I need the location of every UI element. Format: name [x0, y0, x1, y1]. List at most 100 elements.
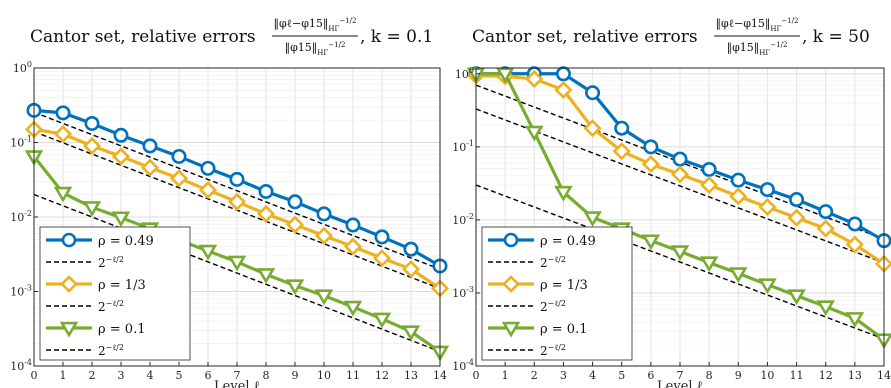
data-point	[729, 267, 748, 283]
data-point	[314, 289, 334, 306]
data-point	[374, 229, 390, 245]
x-tick-label: 0	[473, 369, 480, 382]
data-point	[401, 260, 421, 279]
x-tick-label: 12	[819, 369, 833, 382]
legend-label: ρ = 0.1	[98, 322, 145, 337]
chart-title: Cantor set, relative errors ‖φℓ−φ15‖HΓ−1/…	[472, 17, 870, 57]
legend-reference-label: 2−ℓ/2	[98, 343, 124, 358]
data-point	[229, 171, 245, 187]
title-numerator: ‖φℓ−φ15‖HΓ−1/2	[716, 17, 799, 33]
x-tick-label: 10	[317, 369, 331, 382]
data-point	[787, 289, 806, 306]
data-point	[641, 155, 660, 174]
y-axis: 10-4 10-3 10-2 10-1 100	[452, 66, 480, 373]
reference-line-1	[33, 111, 441, 270]
data-point	[256, 268, 276, 284]
title-denominator: ‖φ15‖HΓ−1/2	[285, 41, 346, 57]
data-point	[111, 147, 131, 166]
x-tick-label: 13	[848, 369, 862, 382]
legend-marker	[501, 321, 521, 338]
series-1	[26, 102, 448, 274]
y-tick-label: 10-4	[452, 358, 474, 373]
legend-reference-label: 2−ℓ/2	[540, 255, 566, 270]
data-point	[555, 66, 571, 82]
data-point	[554, 185, 573, 202]
legend-reference-label: 2−ℓ/2	[540, 343, 566, 358]
x-axis-label: Level ℓ	[657, 379, 703, 388]
data-point	[729, 187, 748, 206]
x-tick-label: 14	[877, 369, 891, 382]
x-tick-label: 6	[647, 369, 654, 382]
x-tick-label: 1	[60, 369, 67, 382]
data-point	[227, 255, 247, 272]
data-point	[495, 67, 515, 84]
legend-marker	[60, 275, 78, 293]
data-point	[285, 215, 305, 234]
data-point	[227, 192, 247, 211]
data-point	[285, 279, 305, 296]
title-suffix: , k = 0.1	[360, 27, 433, 47]
legend-label: ρ = 1/3	[540, 278, 588, 293]
legend-reference-label: 2−ℓ/2	[98, 255, 124, 270]
y-tick-label: 10-1	[10, 135, 32, 150]
x-tick-label: 8	[263, 369, 270, 382]
data-point	[258, 183, 274, 199]
legend-box	[39, 226, 191, 361]
x-axis-label: Level ℓ	[214, 379, 260, 388]
data-point	[113, 127, 129, 143]
data-point	[111, 211, 131, 228]
legend-marker	[502, 275, 520, 293]
data-point	[700, 175, 719, 195]
data-point	[82, 136, 102, 155]
data-point	[643, 139, 659, 155]
y-tick-label: 10-2	[452, 212, 474, 227]
data-point	[789, 192, 805, 208]
data-point	[525, 125, 544, 142]
data-point	[525, 69, 544, 88]
data-point	[759, 182, 775, 198]
data-point	[612, 142, 631, 161]
data-point	[816, 300, 835, 317]
data-point	[816, 219, 835, 238]
title-prefix: Cantor set, relative errors	[30, 27, 256, 47]
series-2	[466, 66, 891, 273]
data-point	[787, 208, 806, 227]
y-tick-label: 10-3	[452, 285, 474, 300]
data-point	[403, 241, 419, 257]
y-tick-label: 10-4	[10, 358, 32, 373]
title-numerator: ‖φℓ−φ15‖HΓ−1/2	[274, 17, 357, 33]
data-point	[670, 245, 690, 262]
grid	[33, 67, 441, 367]
title-prefix: Cantor set, relative errors	[472, 27, 698, 47]
data-point	[316, 206, 332, 222]
legend: ρ = 0.49 2−ℓ/2 ρ = 1/3 2−ℓ/2 ρ = 0.1 2−ℓ/2	[481, 226, 633, 361]
x-tick-label: 2	[531, 369, 538, 382]
legend-box	[481, 226, 633, 361]
data-point	[343, 237, 363, 256]
x-tick-label: 6	[205, 369, 212, 382]
data-point	[845, 312, 865, 328]
legend-reference-label: 2−ℓ/2	[540, 299, 566, 314]
x-tick-label: 7	[234, 369, 241, 382]
x-tick-label: 5	[618, 369, 625, 382]
data-point	[641, 234, 661, 251]
title-suffix: , k = 50	[802, 27, 870, 47]
x-tick-label: 11	[346, 369, 360, 382]
y-tick-label: 10-2	[10, 209, 32, 224]
x-tick-label: 1	[502, 369, 509, 382]
data-point	[701, 161, 717, 177]
data-point	[614, 120, 630, 136]
data-point	[758, 197, 777, 217]
data-point	[82, 201, 102, 217]
x-tick-label: 3	[118, 369, 125, 382]
data-point	[847, 216, 863, 232]
reference-line-3	[475, 184, 885, 340]
legend-marker	[503, 232, 519, 248]
data-point	[84, 115, 100, 131]
data-point	[140, 158, 160, 177]
x-tick-label: 14	[433, 369, 447, 382]
legend-label: ρ = 0.1	[540, 322, 587, 337]
data-point	[583, 119, 602, 138]
